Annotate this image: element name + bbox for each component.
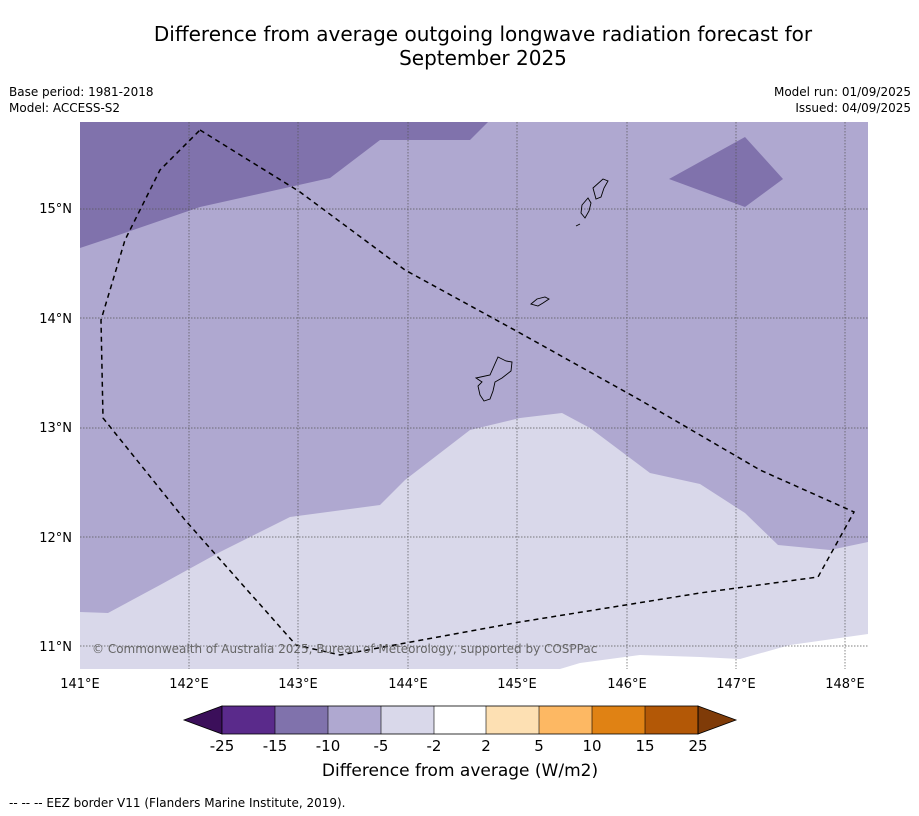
lat-label: 15°N bbox=[39, 202, 72, 217]
map-title: Difference from average outgoing longwav… bbox=[0, 22, 919, 70]
colorbar-tick: 2 bbox=[481, 737, 491, 755]
copyright-notice: © Commonwealth of Australia 2025, Bureau… bbox=[92, 642, 597, 656]
colorbar-tick: -10 bbox=[316, 737, 341, 755]
lon-label: 146°E bbox=[607, 677, 647, 692]
base-period: Base period: 1981-2018 bbox=[9, 85, 154, 99]
lat-axis-labels: 15°N 14°N 13°N 12°N 11°N bbox=[39, 202, 72, 655]
island-saipan bbox=[592, 178, 609, 200]
island-tinian bbox=[580, 197, 592, 219]
colorbar-swatch bbox=[222, 706, 275, 734]
graticule bbox=[80, 122, 868, 669]
left-meta: Base period: 1981-2018 Model: ACCESS-S2 bbox=[9, 84, 154, 116]
colorbar-swatch bbox=[328, 706, 381, 734]
island-guam bbox=[474, 356, 513, 402]
colorbar-title: Difference from average (W/m2) bbox=[321, 761, 599, 781]
colorbar: -25 -15 -10 -5 -2 2 5 10 15 25 bbox=[182, 705, 738, 755]
lat-label: 11°N bbox=[39, 640, 72, 655]
lon-axis-labels: 141°E 142°E 143°E 144°E 145°E 146°E 147°… bbox=[60, 677, 865, 692]
eez-legend-note: -- -- -- EEZ border V11 (Flanders Marine… bbox=[9, 796, 346, 810]
colorbar-swatch bbox=[486, 706, 539, 734]
anomaly-band-minus2-plus2-south bbox=[560, 634, 868, 669]
lat-label: 13°N bbox=[39, 421, 72, 436]
colorbar-tick: 10 bbox=[582, 737, 601, 755]
map-title-line1: Difference from average outgoing longwav… bbox=[153, 22, 813, 46]
lon-label: 148°E bbox=[825, 677, 865, 692]
island-rota bbox=[530, 296, 550, 307]
lat-label: 12°N bbox=[39, 531, 72, 546]
lat-label: 14°N bbox=[39, 312, 72, 327]
colorbar-swatch bbox=[592, 706, 645, 734]
colorbar-tick: -2 bbox=[427, 737, 442, 755]
model-name: Model: ACCESS-S2 bbox=[9, 101, 121, 115]
issued-date: Issued: 04/09/2025 bbox=[795, 101, 911, 115]
colorbar-tick: -5 bbox=[374, 737, 389, 755]
lon-label: 143°E bbox=[278, 677, 318, 692]
colorbar-swatch bbox=[539, 706, 592, 734]
model-run: Model run: 01/09/2025 bbox=[773, 85, 911, 99]
colorbar-extension-high bbox=[697, 705, 738, 735]
lon-label: 145°E bbox=[497, 677, 537, 692]
colorbar-tick: -25 bbox=[210, 737, 235, 755]
colorbar-swatch bbox=[381, 706, 434, 734]
map-area: © Commonwealth of Australia 2025, Bureau… bbox=[80, 122, 868, 669]
lon-label: 141°E bbox=[60, 677, 100, 692]
colorbar-extension-low bbox=[182, 705, 223, 735]
island-aguijan bbox=[575, 223, 581, 227]
anomaly-band-minus15-minus10-northwest bbox=[80, 122, 488, 248]
islands bbox=[474, 178, 609, 402]
lon-label: 142°E bbox=[169, 677, 209, 692]
lon-label: 144°E bbox=[388, 677, 428, 692]
colorbar-tick: 15 bbox=[635, 737, 654, 755]
colorbar-swatch bbox=[434, 706, 486, 734]
anomaly-band-minus5-minus2-south bbox=[80, 413, 868, 669]
colorbar-swatch bbox=[275, 706, 328, 734]
anomaly-band-minus15-minus10-northeast bbox=[669, 137, 783, 207]
colorbar-tick: 5 bbox=[534, 737, 544, 755]
map-title-line2: September 2025 bbox=[399, 46, 567, 70]
colorbar-swatch bbox=[645, 706, 698, 734]
right-meta: Model run: 01/09/2025 Issued: 04/09/2025 bbox=[774, 84, 911, 116]
colorbar-tick: 25 bbox=[688, 737, 707, 755]
lon-label: 147°E bbox=[716, 677, 756, 692]
colorbar-tick: -15 bbox=[263, 737, 288, 755]
